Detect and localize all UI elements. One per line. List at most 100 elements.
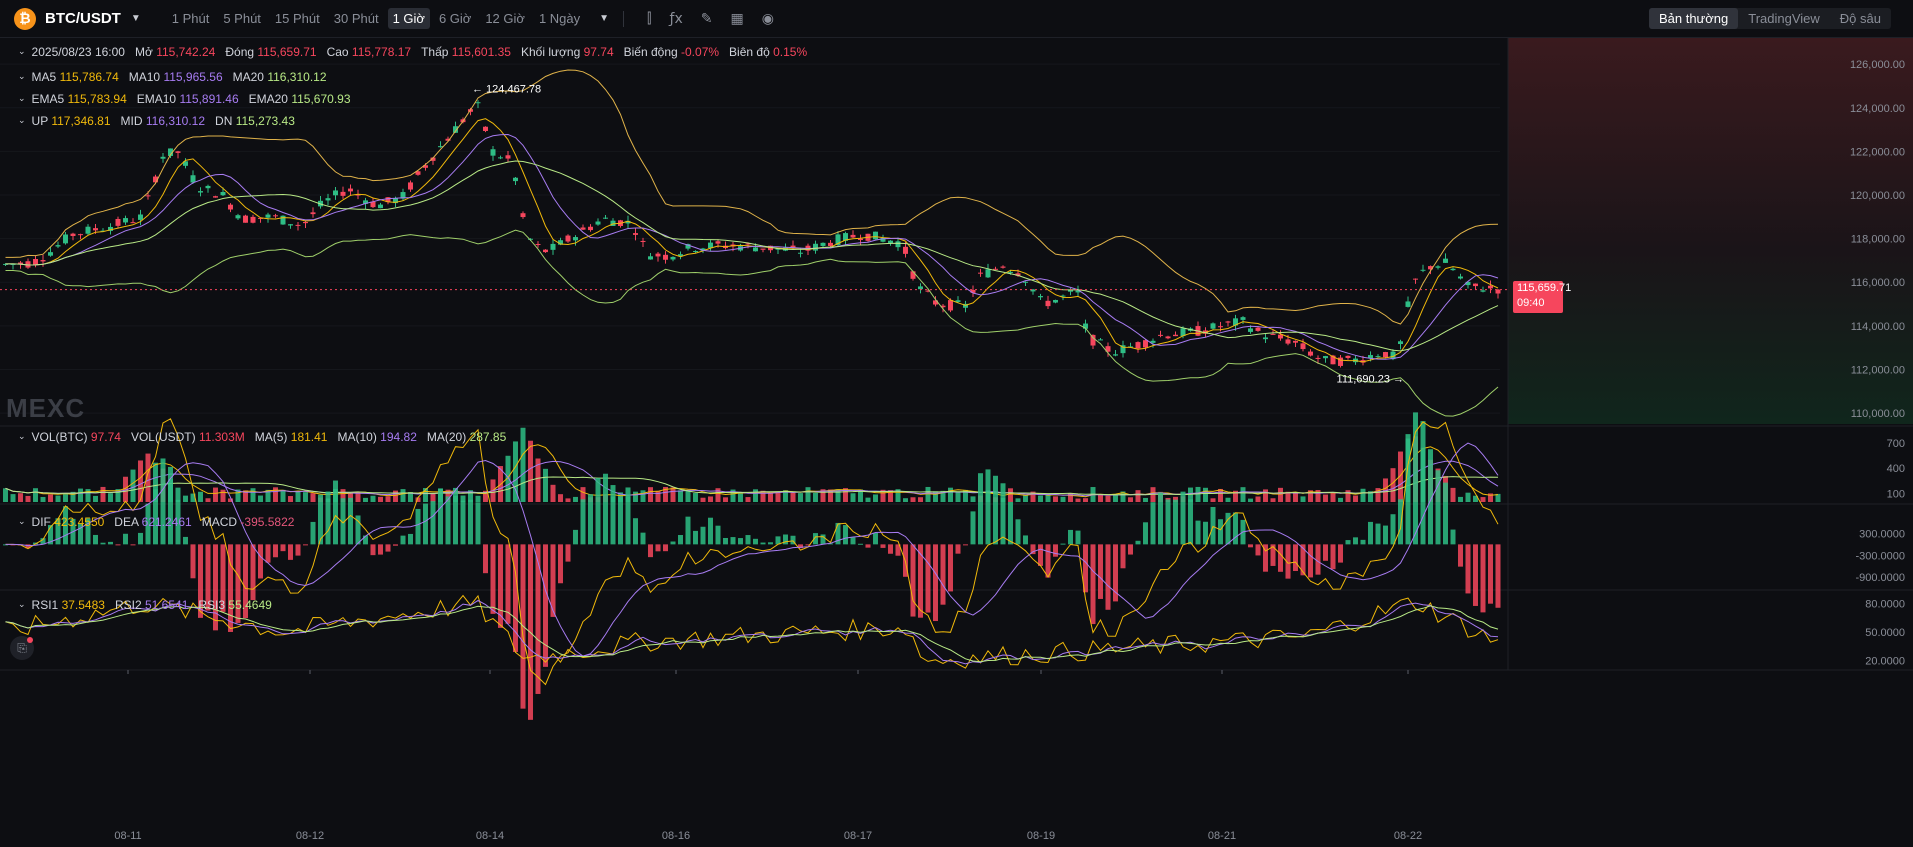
macd-histogram-bar bbox=[1428, 449, 1433, 545]
macd-histogram-bar bbox=[1315, 544, 1321, 575]
macd-histogram-bar bbox=[1000, 483, 1006, 545]
volume-bar bbox=[220, 489, 226, 502]
ma-chevron-icon[interactable]: ⌄ bbox=[18, 72, 26, 82]
candle-body bbox=[1413, 278, 1418, 280]
ema-chevron-icon[interactable]: ⌄ bbox=[18, 94, 26, 104]
candlestick-chart[interactable]: 126,000.00 124,000.00 122,000.00 120,000.00… bbox=[0, 38, 1913, 847]
volume-bar bbox=[468, 490, 473, 502]
mode-tradingview[interactable]: TradingView bbox=[1748, 11, 1820, 26]
macd-histogram-bar bbox=[513, 544, 518, 652]
date-tick-label: 08-19 bbox=[1027, 830, 1055, 842]
macd-histogram-bar bbox=[1345, 540, 1351, 545]
interval-12h[interactable]: 12 Giờ bbox=[485, 11, 525, 26]
candle-body bbox=[1248, 328, 1253, 332]
volume-bar bbox=[1368, 491, 1373, 502]
volume-bar bbox=[1233, 490, 1238, 502]
high-marker: ← 124,467.78 bbox=[472, 84, 541, 96]
macd-histogram-bar bbox=[895, 544, 901, 556]
indicator-fx-icon[interactable]: ƒx bbox=[669, 10, 683, 27]
macd-histogram-bar bbox=[483, 544, 488, 574]
macd-histogram-bar bbox=[1188, 499, 1193, 545]
rsi-tick-label: 50.0000 bbox=[1865, 627, 1905, 639]
candle-body bbox=[1135, 342, 1141, 349]
boll-chevron-icon[interactable]: ⌄ bbox=[18, 116, 26, 126]
volume-bar bbox=[670, 487, 676, 502]
macd-histogram-bar bbox=[123, 533, 128, 545]
volume-bar bbox=[1143, 497, 1148, 502]
macd-histogram-bar bbox=[1008, 501, 1013, 545]
interval-1d[interactable]: 1 Ngày bbox=[538, 11, 581, 26]
candle-body bbox=[190, 175, 196, 183]
macd-histogram-bar bbox=[880, 544, 886, 548]
macd-histogram-bar bbox=[333, 480, 338, 545]
macd-histogram-bar bbox=[213, 544, 218, 631]
candle-body bbox=[565, 235, 571, 242]
layout-grid-icon[interactable]: ▦ bbox=[730, 10, 744, 27]
volume-bar bbox=[48, 494, 53, 502]
candle-body bbox=[130, 222, 136, 224]
amplitude-item: Biên độ 0.15% bbox=[729, 45, 808, 59]
macd-histogram-bar bbox=[265, 544, 271, 563]
draw-pencil-icon[interactable]: ✎ bbox=[700, 10, 713, 27]
candle-body bbox=[408, 182, 413, 190]
ema-legend: ⌄ EMA5 115,783.94 EMA10 115,891.46 EMA20… bbox=[18, 92, 351, 106]
candle-type-icon[interactable]: ⫿ bbox=[647, 10, 652, 27]
vol-chevron-icon[interactable]: ⌄ bbox=[18, 432, 26, 442]
macd-histogram-bar bbox=[835, 522, 841, 545]
volume-bar bbox=[408, 491, 413, 502]
volume-bar bbox=[685, 490, 691, 502]
macd-histogram-bar bbox=[1113, 544, 1118, 602]
volume-bar bbox=[1128, 497, 1133, 502]
pair-selector[interactable]: BTC/USDT bbox=[45, 10, 121, 27]
chevron-down-icon[interactable]: ▼ bbox=[130, 13, 141, 24]
low-marker: 111,690.23 → bbox=[1337, 374, 1404, 386]
interval-5m[interactable]: 5 Phút bbox=[223, 11, 261, 26]
candle-body bbox=[685, 244, 691, 249]
volume-bar bbox=[835, 489, 841, 502]
macd-legend: ⌄ DIF 423.4550 DEA 621.2461 MACD -395.58… bbox=[18, 515, 295, 529]
volume-bar bbox=[138, 460, 143, 502]
interval-15m[interactable]: 15 Phút bbox=[274, 11, 320, 26]
volume-bar bbox=[303, 492, 308, 502]
rsi-chevron-icon[interactable]: ⌄ bbox=[18, 600, 26, 610]
volume-bar bbox=[1248, 498, 1253, 502]
interval-more-chevron-icon[interactable]: ▼ bbox=[599, 13, 610, 24]
volume-bar bbox=[558, 494, 563, 502]
macd-histogram-bar bbox=[318, 494, 323, 545]
volume-bar bbox=[700, 497, 706, 502]
macd-histogram-bar bbox=[610, 485, 616, 545]
macd-chevron-icon[interactable]: ⌄ bbox=[18, 517, 26, 527]
volume-bar bbox=[460, 495, 466, 502]
macd-histogram-bar bbox=[1450, 529, 1456, 545]
macd-histogram-bar bbox=[1180, 491, 1186, 545]
volume-bar bbox=[1030, 491, 1036, 502]
interval-1h[interactable]: 1 Giờ bbox=[387, 8, 430, 29]
macd-histogram-bar bbox=[138, 532, 143, 545]
volume-bar bbox=[1210, 498, 1216, 502]
volume-bar bbox=[370, 495, 376, 502]
macd-histogram-bar bbox=[78, 523, 83, 545]
macd-histogram-bar bbox=[580, 499, 586, 545]
notification-dot bbox=[27, 637, 33, 643]
interval-6h[interactable]: 6 Giờ bbox=[438, 11, 472, 26]
candle-body bbox=[1210, 323, 1216, 329]
interval-30m[interactable]: 30 Phút bbox=[333, 11, 379, 26]
candle-body bbox=[1150, 340, 1156, 343]
mode-basic[interactable]: Bản thường bbox=[1648, 8, 1739, 29]
macd-histogram-bar bbox=[340, 498, 346, 545]
candle-body bbox=[1113, 354, 1118, 356]
candle-body bbox=[520, 213, 526, 218]
candle-body bbox=[858, 238, 863, 241]
macd-histogram-bar bbox=[145, 503, 151, 545]
candle-body bbox=[1300, 343, 1306, 350]
candle-body bbox=[1105, 346, 1111, 352]
volume-bar bbox=[888, 490, 893, 502]
interval-1m[interactable]: 1 Phút bbox=[171, 11, 210, 26]
candle-body bbox=[415, 171, 421, 175]
chart-settings-icon[interactable]: ⎘ bbox=[10, 636, 34, 660]
candle-body bbox=[828, 242, 833, 247]
camera-icon[interactable]: ◉ bbox=[761, 10, 774, 27]
mode-depth[interactable]: Độ sâu bbox=[1839, 11, 1881, 26]
candle-body bbox=[48, 252, 53, 256]
collapse-chevron-icon[interactable]: ⌄ bbox=[18, 47, 26, 57]
